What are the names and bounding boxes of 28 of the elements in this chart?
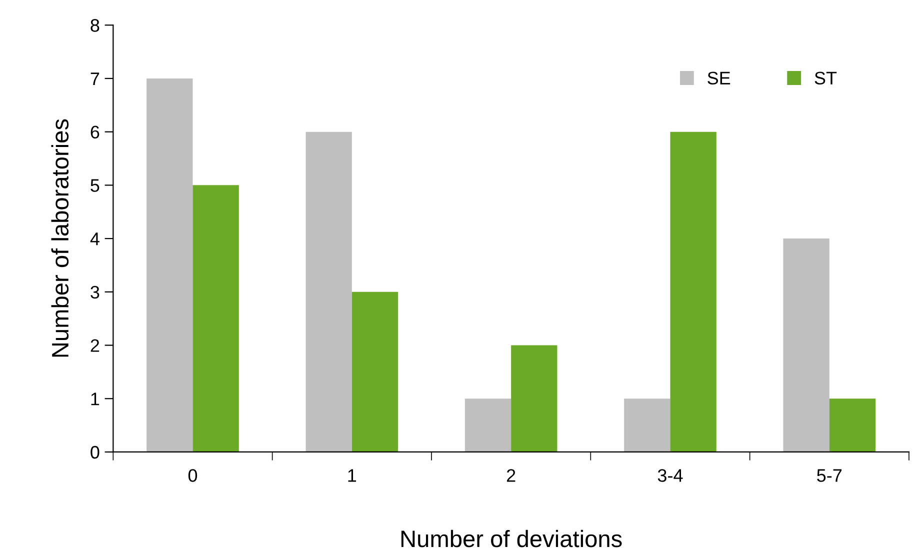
legend-label: ST (814, 72, 837, 85)
y-tick-label: 2 (90, 339, 100, 352)
bar (306, 132, 352, 452)
bar (352, 292, 398, 452)
legend-label: SE (708, 72, 730, 85)
bar (624, 398, 670, 452)
x-tick-label: 3-4 (658, 469, 683, 482)
bar (464, 398, 512, 452)
bar (829, 398, 876, 452)
x-tick-label: 1 (348, 469, 356, 482)
x-tick-label: 5-7 (817, 469, 842, 482)
x-tick-label: 2 (506, 469, 516, 482)
bar (192, 185, 239, 452)
bar (146, 78, 193, 452)
y-tick-label: 7 (90, 72, 100, 86)
y-axis-title: Number of laboratories (51, 119, 69, 357)
x-tick-label: 0 (188, 469, 198, 482)
bar (511, 345, 558, 452)
y-tick-label: 8 (90, 19, 100, 32)
y-tick-label: 1 (91, 392, 100, 406)
y-tick-label: 4 (90, 232, 100, 246)
y-tick-label: 6 (90, 126, 100, 139)
bar (783, 238, 830, 452)
y-tick-label: 0 (90, 446, 100, 459)
y-tick-label: 3 (90, 286, 100, 299)
bar (670, 132, 716, 452)
x-axis-title: Number of deviations (401, 530, 622, 548)
y-tick-label: 5 (90, 179, 100, 192)
